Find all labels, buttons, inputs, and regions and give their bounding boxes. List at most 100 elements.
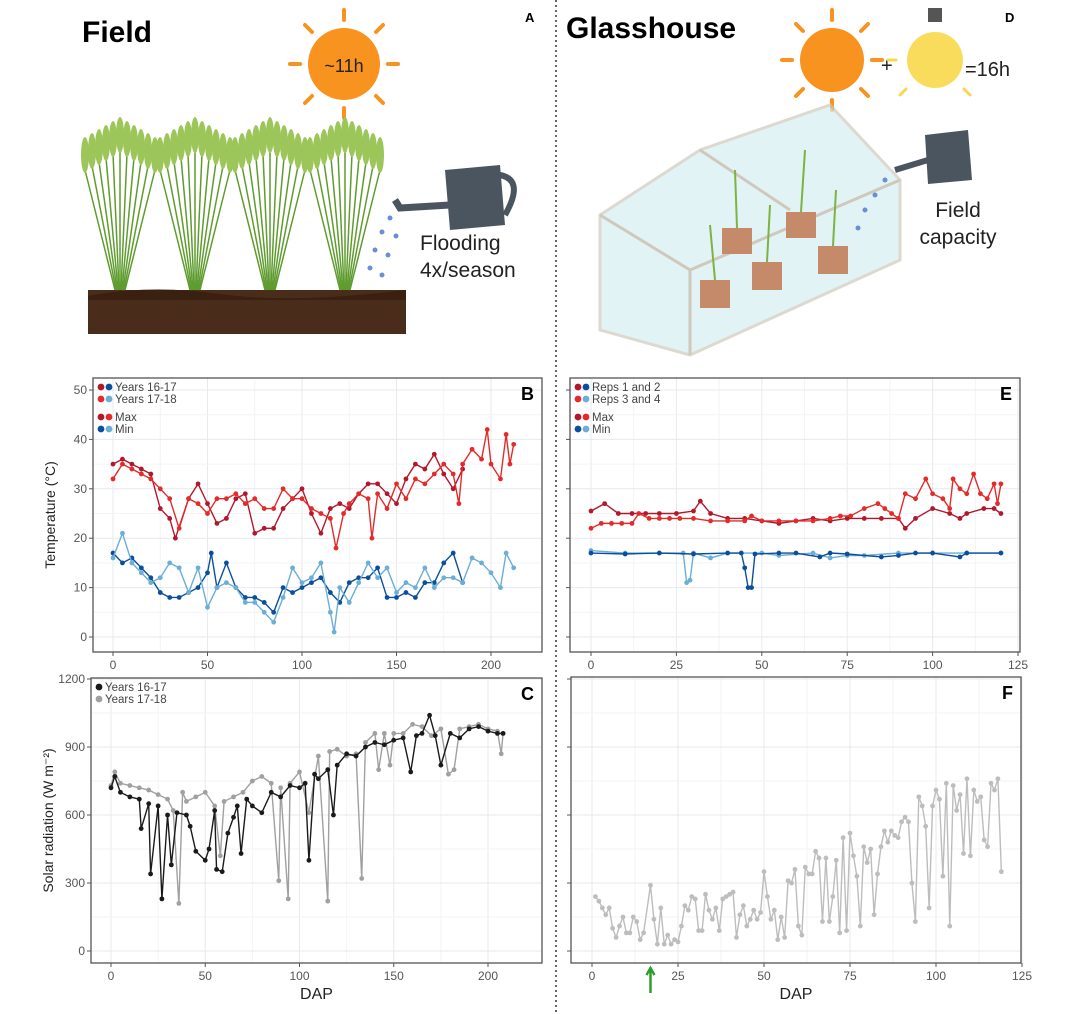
x-tick-label: 25 xyxy=(671,969,685,983)
data-point xyxy=(603,912,609,918)
data-point xyxy=(240,789,246,795)
data-point xyxy=(205,604,210,610)
data-point xyxy=(325,898,331,904)
data-point xyxy=(691,551,696,557)
data-point xyxy=(696,928,702,933)
data-point xyxy=(978,794,984,800)
data-point xyxy=(875,501,881,507)
data-point xyxy=(110,555,116,561)
x-tick-label: 50 xyxy=(201,658,215,672)
wheat-stem xyxy=(123,165,149,291)
data-point xyxy=(438,762,444,768)
data-point xyxy=(641,930,646,936)
data-point xyxy=(441,575,447,581)
data-point xyxy=(615,511,621,516)
x-tick-label: 100 xyxy=(923,658,943,672)
data-point xyxy=(268,789,274,795)
data-point xyxy=(278,794,284,800)
y-tick-label: 30 xyxy=(74,482,88,496)
data-point xyxy=(768,916,774,922)
data-point xyxy=(110,461,116,467)
wheat-ear xyxy=(88,133,96,169)
y-tick-label: 0 xyxy=(80,630,87,644)
data-point xyxy=(403,496,409,502)
legend-swatch xyxy=(95,695,103,703)
data-point xyxy=(930,506,935,511)
data-point xyxy=(961,851,966,856)
data-point xyxy=(675,939,681,945)
data-point xyxy=(775,937,781,943)
wheat-ear xyxy=(144,133,152,169)
data-point xyxy=(606,905,612,911)
data-point xyxy=(643,511,649,516)
legend-swatch xyxy=(97,395,105,403)
data-point xyxy=(224,560,229,566)
data-point xyxy=(441,471,447,477)
data-point xyxy=(708,555,713,561)
wheat-stem xyxy=(98,161,118,291)
data-point xyxy=(318,530,324,536)
legend-swatch xyxy=(582,413,590,421)
data-point xyxy=(413,595,418,600)
data-point xyxy=(648,882,653,888)
data-point xyxy=(233,491,239,497)
data-point xyxy=(309,511,314,516)
data-point xyxy=(913,496,918,502)
data-point xyxy=(419,731,425,736)
data-point xyxy=(224,516,229,521)
data-point xyxy=(118,780,123,786)
data-point xyxy=(129,560,135,566)
wheat-stem xyxy=(272,161,292,291)
data-point xyxy=(318,511,324,516)
data-point xyxy=(854,873,860,879)
data-point xyxy=(749,513,754,519)
x-tick-label: 100 xyxy=(292,658,312,672)
wheat-ear xyxy=(341,117,349,153)
data-point xyxy=(906,819,911,825)
data-point xyxy=(957,486,963,492)
data-point xyxy=(422,580,428,586)
data-point xyxy=(479,456,484,462)
wheat-ear xyxy=(184,121,192,157)
data-point xyxy=(503,550,509,556)
wheat-stem xyxy=(345,153,353,291)
data-point xyxy=(365,575,371,581)
data-point xyxy=(479,560,484,566)
data-point xyxy=(498,476,503,482)
wheat-ear xyxy=(191,117,199,153)
data-point xyxy=(667,516,672,521)
data-point xyxy=(776,550,782,556)
data-point xyxy=(238,851,244,856)
data-point xyxy=(375,481,380,487)
data-point xyxy=(127,794,133,800)
data-point xyxy=(950,476,956,482)
chart-panel-c: 0 50 100 150 200 0 300 600 900 1200 Solar radiatio… xyxy=(40,672,543,1003)
wheat-stem xyxy=(270,153,278,291)
data-point xyxy=(689,894,695,899)
data-point xyxy=(359,876,365,881)
data-point xyxy=(500,731,506,736)
data-point xyxy=(837,930,843,936)
data-point xyxy=(878,844,884,850)
data-point xyxy=(233,585,239,590)
data-point xyxy=(333,545,339,551)
plot-border xyxy=(570,676,1022,964)
plot-border xyxy=(90,677,543,964)
data-point xyxy=(752,551,758,557)
data-point xyxy=(840,835,846,841)
data-point xyxy=(706,907,712,913)
data-point xyxy=(646,516,652,521)
data-point xyxy=(120,530,125,536)
data-point xyxy=(214,867,219,872)
data-point xyxy=(184,812,189,818)
data-point xyxy=(155,792,161,797)
data-point xyxy=(375,491,380,497)
sun-icon xyxy=(288,8,400,120)
data-point xyxy=(299,585,305,590)
data-point xyxy=(957,554,963,560)
data-point xyxy=(205,511,210,516)
data-point xyxy=(193,848,199,854)
series-max-years-16-17 xyxy=(110,451,466,541)
data-point xyxy=(902,491,908,497)
